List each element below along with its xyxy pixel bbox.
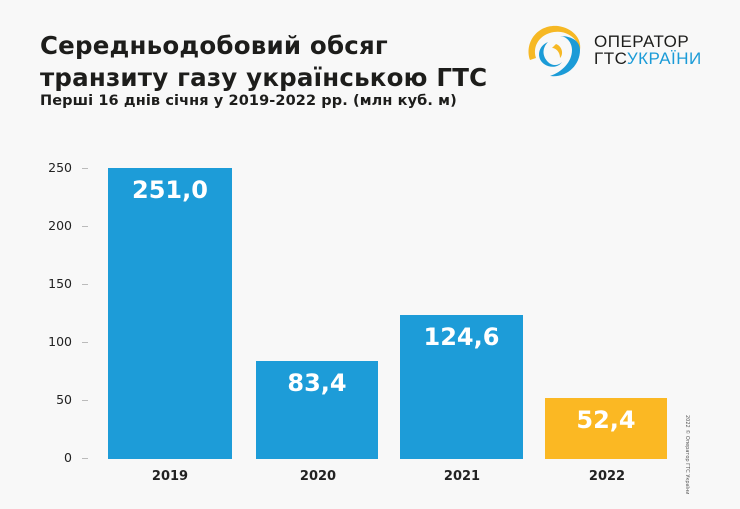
logo-line-2: ГТСУКРАЇНИ xyxy=(594,49,702,68)
logo-line-1: ОПЕРАТОР xyxy=(594,32,690,51)
y-tick-mark xyxy=(82,342,88,343)
title-line-1: Середньодобовий обсяг xyxy=(40,31,388,60)
y-tick-label: 50 xyxy=(56,392,72,407)
y-tick-label: 250 xyxy=(48,160,72,175)
x-tick-label: 2021 xyxy=(443,469,481,484)
operator-gts-logo: ОПЕРАТОР ГТСУКРАЇНИ xyxy=(522,20,722,80)
bar-value-label: 83,4 xyxy=(287,369,347,397)
bar-2019: 251,0 xyxy=(108,168,232,459)
x-tick-label: 2020 xyxy=(299,469,337,484)
y-tick-label: 200 xyxy=(48,218,72,233)
bar-2020: 83,4 xyxy=(256,361,378,459)
y-tick-label: 100 xyxy=(48,334,72,349)
y-tick-mark xyxy=(82,226,88,227)
bar-2021: 124,6 xyxy=(400,315,523,459)
bar-value-label: 251,0 xyxy=(132,176,208,204)
bar-value-label: 52,4 xyxy=(576,406,636,434)
logo-swirl-icon xyxy=(528,25,581,77)
copyright-credit: 2022 © Оператор ГТС України xyxy=(684,415,690,495)
title-line-2: транзиту газу українською ГТС xyxy=(40,63,488,92)
chart-subtitle: Перші 16 днів січня у 2019-2022 рр. (млн… xyxy=(40,93,457,109)
bar-value-label: 124,6 xyxy=(423,323,500,351)
bar-2022: 52,4 xyxy=(545,398,667,459)
y-tick-label: 150 xyxy=(48,276,72,291)
y-tick-mark xyxy=(82,284,88,285)
y-tick-mark xyxy=(82,168,88,169)
x-tick-label: 2019 xyxy=(151,469,189,484)
y-tick-label: 0 xyxy=(64,450,72,465)
y-tick-mark xyxy=(82,400,88,401)
chart-title: Середньодобовий обсяг транзиту газу укра… xyxy=(40,30,487,94)
x-tick-label: 2022 xyxy=(588,469,626,484)
y-tick-mark xyxy=(82,458,88,459)
